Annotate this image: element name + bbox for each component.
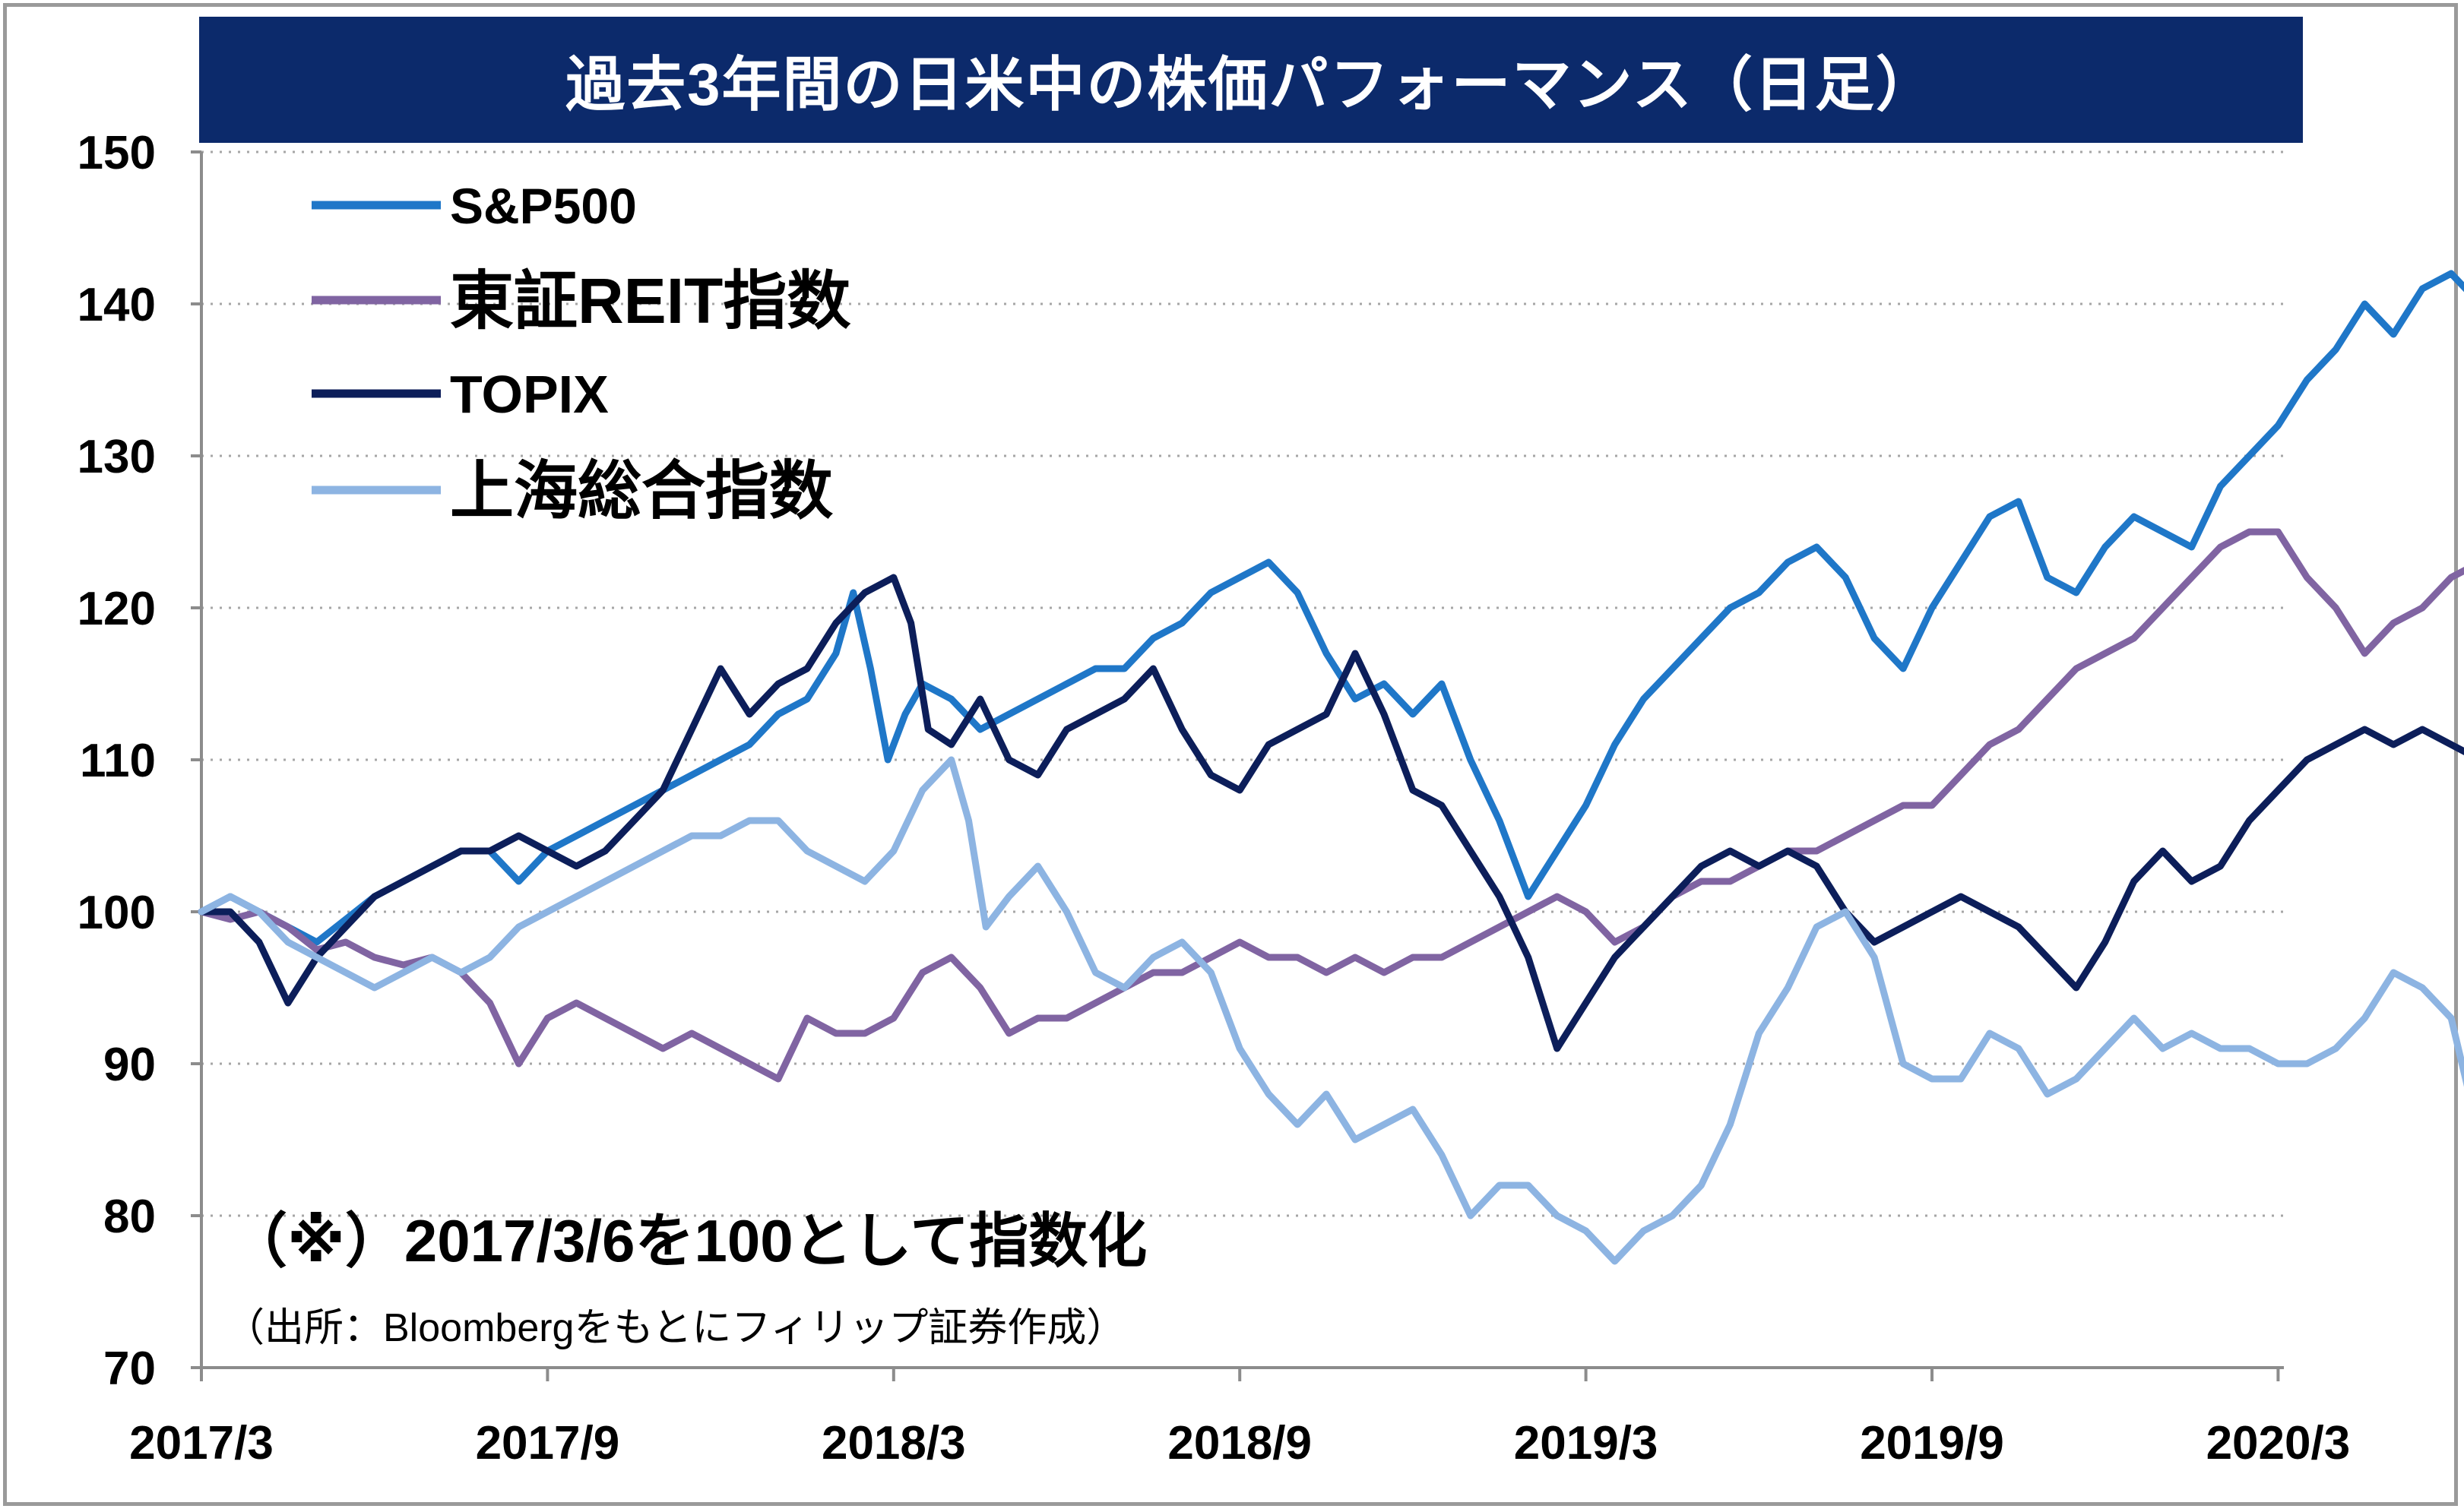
x-tick-label: 2018/9 <box>1167 1417 1312 1469</box>
y-tick-label: 90 <box>103 1039 156 1091</box>
legend-label: S&P500 <box>450 178 637 234</box>
chart-title: 過去3年間の日米中の株価パフォーマンス（日足） <box>199 17 2303 143</box>
y-tick-label: 120 <box>78 583 156 635</box>
y-tick-label: 100 <box>78 887 156 939</box>
x-tick-label: 2020/3 <box>2206 1417 2351 1469</box>
y-tick-label: 110 <box>80 735 156 787</box>
series-line-上海総合指数 <box>198 756 2464 1265</box>
x-tick-label: 2018/3 <box>822 1417 966 1469</box>
x-tick-label: 2017/3 <box>129 1417 274 1469</box>
x-tick-label: 2019/3 <box>1514 1417 1658 1469</box>
chart-frame <box>3 3 2458 1506</box>
legend-label: 上海総合指数 <box>450 455 833 527</box>
series-line-TOPIX <box>198 574 2464 1052</box>
y-tick-label: 130 <box>78 431 156 483</box>
y-tick-label: 70 <box>103 1343 156 1395</box>
legend-label: TOPIX <box>450 365 609 424</box>
x-tick-label: 2019/9 <box>1860 1417 2004 1469</box>
x-tick-label: 2017/9 <box>476 1417 620 1469</box>
series-line-東証REIT指数 <box>198 528 2464 1083</box>
index-note: （※）2017/3/6を100として指数化 <box>228 1207 1147 1274</box>
y-tick-label: 150 <box>78 127 156 179</box>
source-note: （出所：Bloombergをもとにフィリップ証券作成） <box>225 1306 1126 1350</box>
legend-label: 東証REIT指数 <box>450 265 850 337</box>
y-tick-label: 140 <box>78 279 156 331</box>
y-tick-label: 80 <box>103 1191 156 1243</box>
